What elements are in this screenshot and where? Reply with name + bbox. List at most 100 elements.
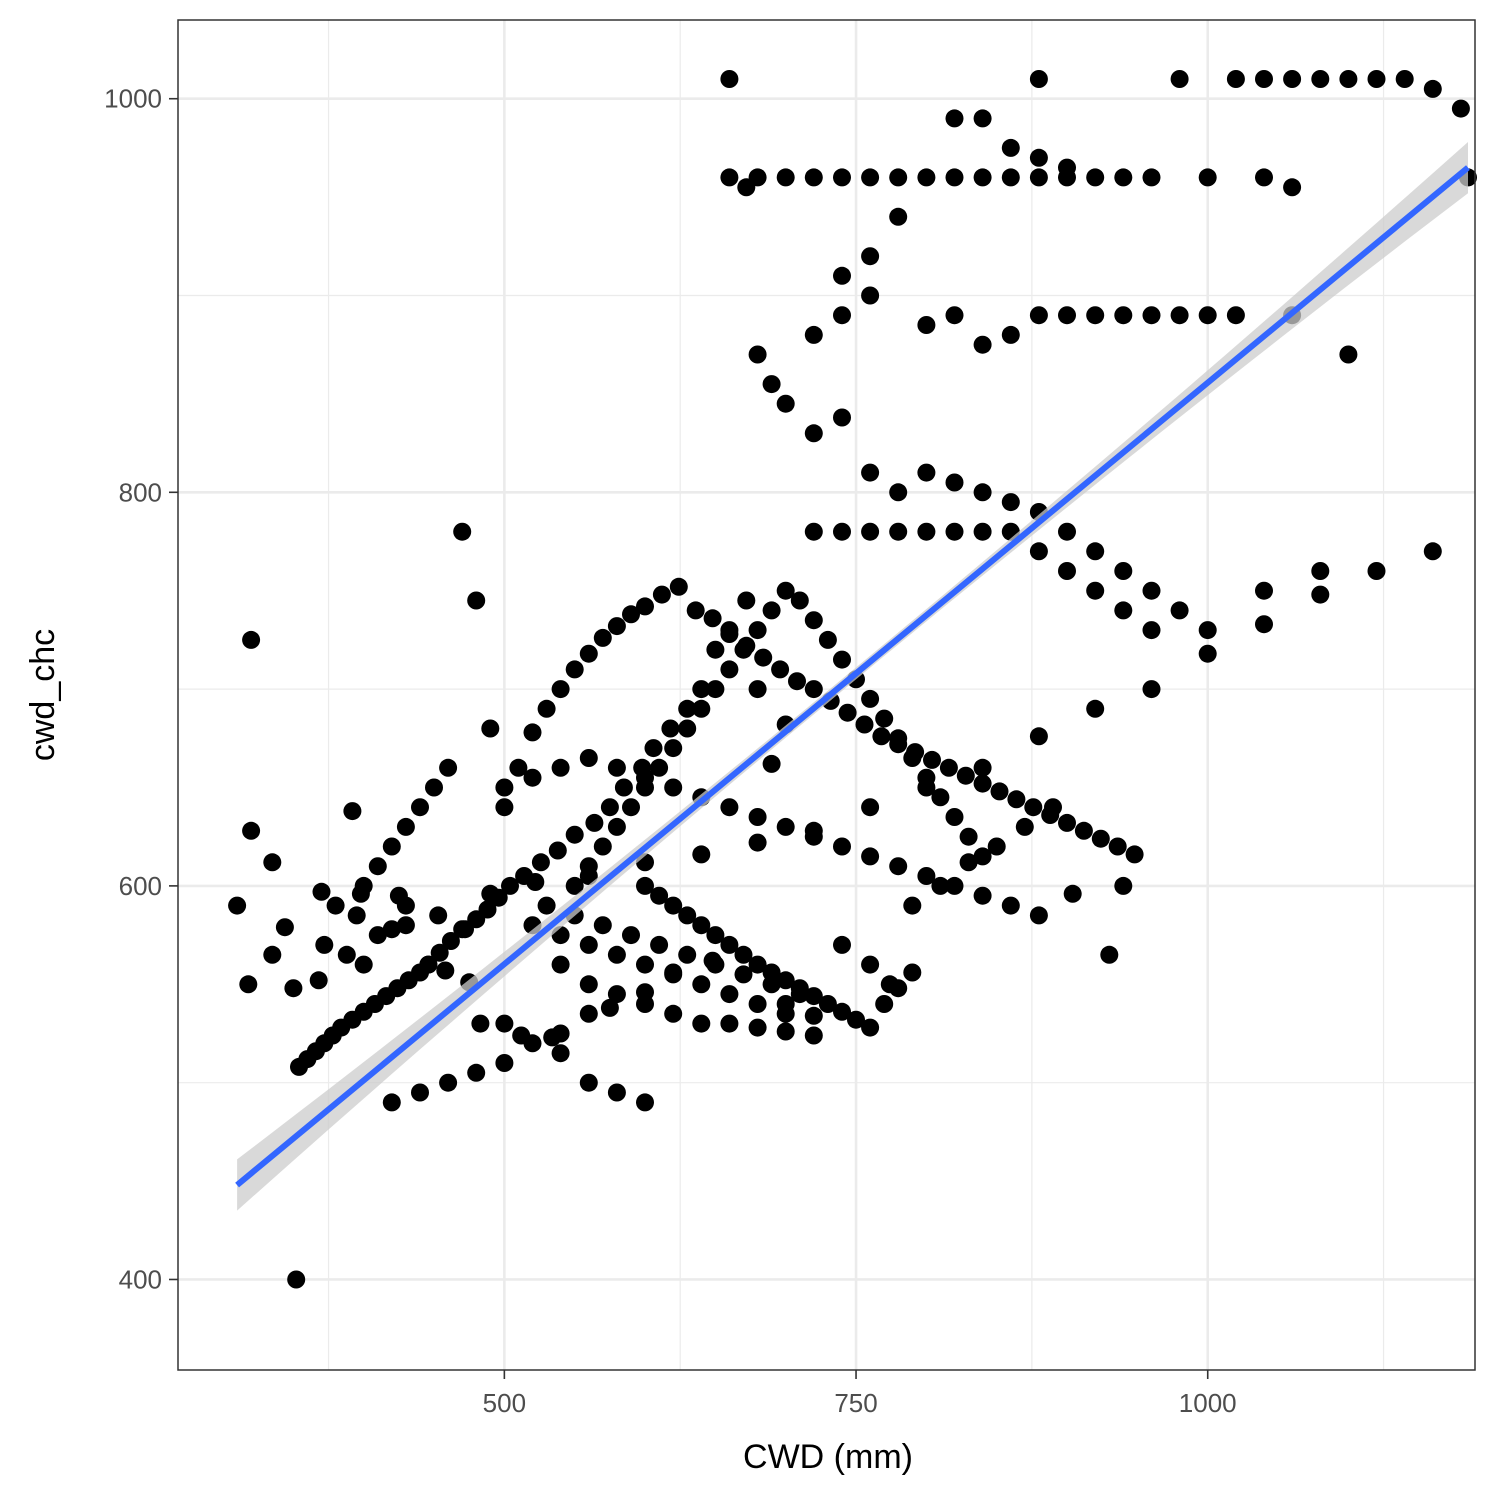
data-point bbox=[692, 699, 711, 718]
data-point bbox=[650, 758, 669, 777]
data-point bbox=[833, 522, 851, 541]
y-axis-title: cwd_chc bbox=[24, 629, 62, 761]
data-point bbox=[1029, 148, 1048, 167]
data-point bbox=[706, 680, 725, 699]
data-point bbox=[579, 935, 598, 954]
data-point bbox=[903, 896, 922, 915]
data-point bbox=[861, 798, 880, 817]
data-point bbox=[1058, 306, 1076, 325]
data-point bbox=[875, 709, 894, 728]
data-point bbox=[309, 971, 328, 990]
data-point bbox=[748, 808, 767, 826]
data-point bbox=[607, 617, 626, 636]
data-point bbox=[804, 522, 823, 541]
data-point bbox=[973, 168, 992, 187]
data-point bbox=[861, 955, 880, 974]
data-point bbox=[945, 109, 964, 128]
data-point bbox=[382, 920, 401, 939]
data-point bbox=[1125, 845, 1144, 864]
data-point bbox=[973, 483, 992, 502]
data-point bbox=[931, 788, 950, 807]
data-point bbox=[1198, 621, 1217, 640]
data-point bbox=[959, 853, 978, 872]
data-point bbox=[489, 888, 508, 907]
data-point bbox=[804, 168, 823, 187]
data-point bbox=[531, 853, 550, 872]
data-point bbox=[889, 857, 908, 876]
data-point bbox=[748, 621, 767, 640]
data-point bbox=[1170, 601, 1189, 620]
data-point bbox=[263, 945, 282, 964]
data-point bbox=[425, 778, 443, 797]
data-point bbox=[973, 847, 992, 866]
data-point bbox=[1086, 699, 1105, 718]
data-point bbox=[326, 896, 345, 915]
data-point bbox=[1058, 813, 1076, 832]
data-point bbox=[669, 577, 688, 596]
data-point bbox=[593, 837, 612, 856]
data-point bbox=[903, 749, 922, 767]
data-point bbox=[720, 985, 739, 1004]
x-axis-ticks: 500 750 1000 bbox=[483, 1370, 1237, 1418]
data-point bbox=[1029, 542, 1048, 561]
data-point bbox=[1226, 306, 1245, 325]
data-point bbox=[762, 754, 781, 773]
data-point bbox=[917, 316, 936, 334]
data-point bbox=[987, 837, 1006, 856]
data-point bbox=[242, 630, 261, 649]
data-point bbox=[833, 837, 851, 856]
data-point bbox=[275, 918, 294, 937]
data-point bbox=[945, 306, 964, 325]
data-point bbox=[1114, 876, 1133, 895]
data-point bbox=[720, 70, 739, 88]
x-tick-label: 1000 bbox=[1179, 1388, 1237, 1418]
plot-panel-border bbox=[177, 19, 1476, 1371]
data-point bbox=[771, 660, 790, 679]
data-point bbox=[889, 483, 908, 502]
y-axis-ticks: 400 600 800 1000 bbox=[104, 84, 178, 1294]
data-point bbox=[818, 630, 837, 649]
data-point bbox=[467, 591, 486, 610]
data-point bbox=[990, 782, 1009, 801]
data-point bbox=[973, 886, 992, 905]
data-point bbox=[600, 998, 619, 1017]
data-point bbox=[382, 837, 401, 856]
data-point bbox=[1170, 306, 1189, 325]
data-point bbox=[748, 345, 767, 364]
data-point bbox=[790, 985, 809, 1004]
data-point bbox=[523, 768, 542, 787]
data-point bbox=[720, 1014, 739, 1033]
data-point bbox=[1086, 168, 1105, 187]
data-point bbox=[593, 628, 612, 647]
data-point bbox=[411, 798, 429, 817]
data-point bbox=[1423, 542, 1442, 561]
data-point bbox=[720, 660, 739, 679]
data-point bbox=[1170, 70, 1189, 88]
data-point bbox=[481, 719, 500, 738]
data-point bbox=[1108, 837, 1127, 856]
data-point bbox=[551, 680, 570, 699]
data-point bbox=[537, 699, 556, 718]
data-point bbox=[1001, 896, 1020, 915]
data-point bbox=[1015, 817, 1034, 836]
data-point bbox=[368, 926, 387, 945]
data-point bbox=[973, 774, 992, 793]
y-tick-label: 400 bbox=[119, 1264, 162, 1294]
data-point bbox=[515, 867, 534, 885]
data-point bbox=[833, 266, 851, 285]
data-point bbox=[790, 591, 809, 610]
data-point bbox=[1058, 158, 1076, 177]
data-point bbox=[1339, 70, 1358, 88]
data-point bbox=[585, 813, 604, 832]
data-point bbox=[678, 719, 697, 738]
data-point bbox=[889, 168, 908, 187]
data-point bbox=[776, 971, 795, 990]
data-point bbox=[579, 1073, 598, 1092]
data-point bbox=[720, 168, 739, 187]
data-point bbox=[861, 1018, 880, 1037]
data-point bbox=[439, 758, 458, 777]
data-point bbox=[861, 689, 880, 708]
data-point bbox=[861, 247, 880, 266]
